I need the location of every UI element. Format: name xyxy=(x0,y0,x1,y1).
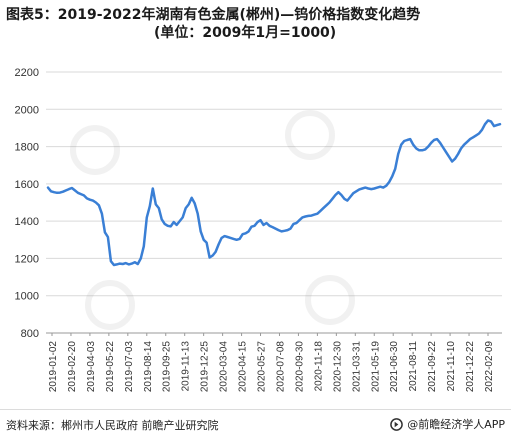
x-tick-label: 2019-05-22 xyxy=(105,341,116,393)
watermark-logo xyxy=(70,125,120,175)
line-chart: 800 1000 1200 1400 1600 1800 2000 2200 2019-01-… xyxy=(15,67,502,392)
watermarks xyxy=(70,110,355,330)
brand-credit: @前瞻经济学人APP xyxy=(390,416,505,432)
watermark-logo xyxy=(285,110,335,160)
x-tick-label: 2019-08-14 xyxy=(143,341,154,393)
x-tick-label: 2019-04-03 xyxy=(86,341,97,393)
y-tick-label: 1800 xyxy=(15,142,39,154)
brand-logo-icon xyxy=(390,417,404,431)
series-line xyxy=(46,119,502,267)
x-tick-label: 2019-12-25 xyxy=(200,341,211,393)
chart-subtitle: (单位：2009年1月=1000) xyxy=(154,25,337,41)
y-tick-label: 1200 xyxy=(15,253,39,265)
x-tick-label: 2022-02-09 xyxy=(484,341,495,393)
x-tick-label: 2020-03-04 xyxy=(219,341,230,393)
watermark-logo xyxy=(305,275,355,325)
y-axis: 800 1000 1200 1400 1600 1800 2000 2200 xyxy=(15,67,39,340)
x-tick-label: 2020-05-27 xyxy=(257,341,268,393)
x-tick-label: 2019-02-20 xyxy=(67,341,78,393)
chart-title-line1: 图表5：2019-2022年湖南有色金属(郴州)—钨价格指数变化趋势 xyxy=(6,7,421,23)
x-tick-label: 2019-01-02 xyxy=(48,341,59,393)
x-tick-label: 2020-09-30 xyxy=(294,341,305,393)
x-tick-label: 2021-05-19 xyxy=(370,341,381,393)
x-tick-label: 2019-07-03 xyxy=(124,341,135,393)
x-tick-label: 2020-04-15 xyxy=(238,341,249,393)
x-tick-label: 2021-06-30 xyxy=(389,341,400,393)
x-tick-label: 2021-11-10 xyxy=(446,341,457,392)
y-tick-label: 1400 xyxy=(15,216,39,228)
y-tick-label: 1600 xyxy=(15,179,39,191)
watermark-logo xyxy=(85,280,135,330)
x-axis: 2019-01-02 2019-02-20 2019-04-03 2019-05-22… xyxy=(48,333,495,392)
x-tick-label: 2021-03-31 xyxy=(351,341,362,393)
gridlines xyxy=(46,71,502,334)
x-tick-label: 2019-09-25 xyxy=(162,341,173,393)
y-tick-label: 800 xyxy=(21,328,39,340)
x-tick-label: 2021-08-11 xyxy=(408,341,419,392)
x-tick-label: 2021-09-22 xyxy=(427,341,438,393)
chart-title: 图表5：2019-2022年湖南有色金属(郴州)—钨价格指数变化趋势 (单位：2… xyxy=(6,6,506,42)
x-tick-label: 2021-12-22 xyxy=(465,341,476,393)
x-tick-label: 2020-12-30 xyxy=(332,341,343,393)
x-tick-label: 2020-07-08 xyxy=(275,341,286,393)
brand-label: @前瞻经济学人APP xyxy=(407,418,505,431)
footer: 资料来源：郴州市人民政府 前瞻产业研究院 @前瞻经济学人APP xyxy=(0,409,511,442)
y-tick-label: 2200 xyxy=(15,67,39,79)
x-tick-label: 2019-11-13 xyxy=(181,341,192,392)
y-tick-label: 2000 xyxy=(15,104,39,116)
y-tick-label: 1000 xyxy=(15,291,39,303)
source-note: 资料来源：郴州市人民政府 前瞻产业研究院 xyxy=(6,419,219,432)
x-tick-label: 2020-11-18 xyxy=(313,341,324,392)
